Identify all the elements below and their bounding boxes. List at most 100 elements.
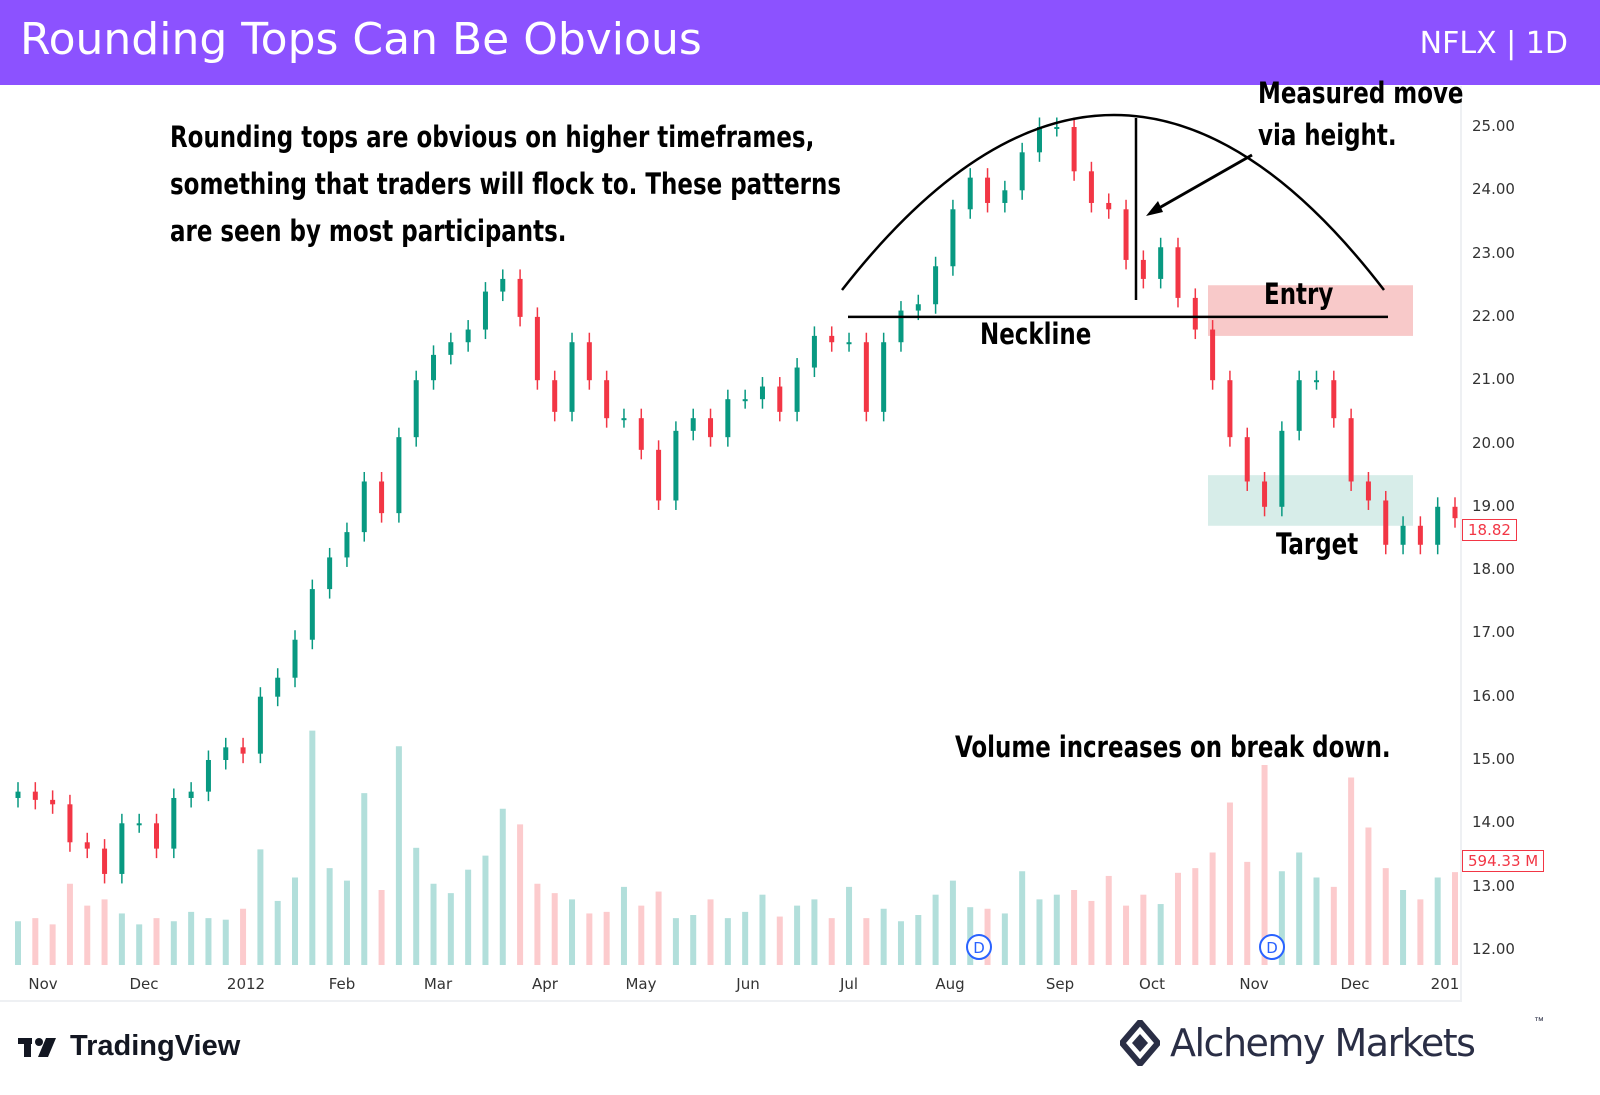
volume-bar	[430, 883, 437, 965]
candle-body	[102, 848, 108, 874]
time-tick-label: Jul	[839, 975, 859, 993]
candle-body	[1175, 247, 1181, 298]
volume-bar	[136, 924, 143, 965]
volume-bar	[1053, 894, 1060, 965]
candle-body	[846, 342, 852, 345]
candle-body	[811, 335, 817, 368]
dividend-marker-icon	[966, 934, 992, 960]
volume-bar	[1261, 765, 1268, 965]
candle-body	[327, 557, 333, 590]
volume-bar	[170, 921, 177, 965]
volume-bar	[759, 894, 766, 965]
volume-bar	[932, 894, 939, 965]
candle-body	[863, 342, 869, 412]
candle-body	[898, 310, 904, 343]
volume-bar	[84, 905, 91, 965]
trademark-symbol: ™	[1534, 1016, 1544, 1027]
candle-body	[1279, 430, 1285, 507]
volume-bar	[1088, 900, 1095, 965]
volume-bar	[1382, 868, 1389, 965]
tradingview-logo: TradingView	[18, 1030, 240, 1063]
candle-body	[448, 342, 454, 355]
candle-body	[985, 177, 991, 203]
price-tick-label: 17.00	[1472, 623, 1515, 642]
volume-bar	[482, 855, 489, 965]
volume-bar	[776, 916, 783, 965]
candle-body	[431, 354, 437, 381]
candle-body	[1365, 481, 1371, 501]
volume-bar	[499, 808, 506, 965]
volume-bar	[534, 883, 541, 965]
arrow-head-icon	[1146, 201, 1163, 216]
candle-body	[465, 329, 471, 343]
time-tick-label: Sep	[1045, 975, 1075, 993]
intro-line-1: Rounding tops are obvious on higher time…	[170, 120, 815, 154]
volume-bar	[863, 918, 870, 965]
candle-body	[1140, 259, 1146, 279]
candle-body	[708, 418, 714, 438]
candle-body	[742, 399, 748, 402]
volume-bar	[101, 899, 108, 965]
header-banner: Rounding Tops Can Be Obvious NFLX | 1D	[0, 0, 1600, 85]
dividend-marker-label: D	[973, 939, 985, 957]
alchemy-wordmark: Alchemy Markets	[1170, 1021, 1476, 1065]
volume-bar	[447, 893, 454, 965]
time-tick-label: Feb	[328, 975, 356, 993]
volume-bar	[326, 868, 333, 965]
tradingview-logo-icon	[18, 1037, 56, 1057]
last-volume-badge: 594.33 M	[1462, 850, 1545, 872]
volume-annotation: Volume increases on break down.	[955, 730, 1391, 764]
volume-bar	[1434, 877, 1441, 965]
volume-bar	[1140, 894, 1147, 965]
candle-body	[534, 316, 540, 381]
candle-body	[205, 760, 211, 792]
volume-bar	[1365, 827, 1372, 965]
target-label: Target	[1276, 527, 1359, 561]
candle-body	[1192, 297, 1198, 330]
price-tick-label: 19.00	[1472, 496, 1515, 515]
volume-bar	[66, 883, 73, 965]
candle-body	[1383, 500, 1389, 545]
candle-body	[1210, 329, 1216, 381]
candle-body	[1123, 209, 1129, 260]
volume-bar	[222, 919, 229, 965]
volume-bar	[1226, 802, 1233, 965]
chart-area[interactable]	[0, 86, 1462, 1002]
candle-body	[690, 418, 696, 431]
price-tick-label: 25.00	[1472, 117, 1515, 135]
price-tick-label: 14.00	[1472, 813, 1515, 832]
volume-bar	[880, 908, 887, 965]
measured-line-2: via height.	[1258, 118, 1397, 152]
candle-body	[656, 449, 662, 501]
candle-body	[759, 386, 765, 400]
volume-bar	[1071, 890, 1078, 965]
volume-bar	[1278, 871, 1285, 965]
volume-bar	[1209, 852, 1216, 965]
candle-body	[1262, 481, 1268, 507]
candle-body	[1071, 127, 1077, 172]
time-tick-label: Nov	[1239, 975, 1269, 993]
dividend-marker-label: D	[1266, 939, 1278, 957]
candle-body	[725, 399, 731, 438]
volume-bar	[620, 886, 627, 965]
price-tick-label: 22.00	[1472, 306, 1515, 325]
volume-bar	[1001, 913, 1008, 965]
volume-bar	[1296, 852, 1303, 965]
volume-bar	[1313, 877, 1320, 965]
target-zone	[1208, 475, 1413, 526]
volume-bar	[1348, 777, 1355, 965]
candle-body	[188, 791, 194, 798]
volume-bar	[915, 915, 922, 965]
candle-body	[154, 823, 160, 849]
candle-body	[1002, 190, 1008, 203]
price-tick-label: 12.00	[1472, 939, 1515, 958]
candle-body	[1054, 127, 1060, 129]
volume-bar	[15, 921, 21, 965]
candle-body	[292, 639, 298, 678]
last-price-badge: 18.82	[1462, 519, 1517, 541]
volume-bar	[205, 918, 212, 965]
time-tick-label: Jun	[736, 975, 760, 993]
candle-body	[1348, 418, 1354, 482]
candle-body	[881, 342, 887, 412]
